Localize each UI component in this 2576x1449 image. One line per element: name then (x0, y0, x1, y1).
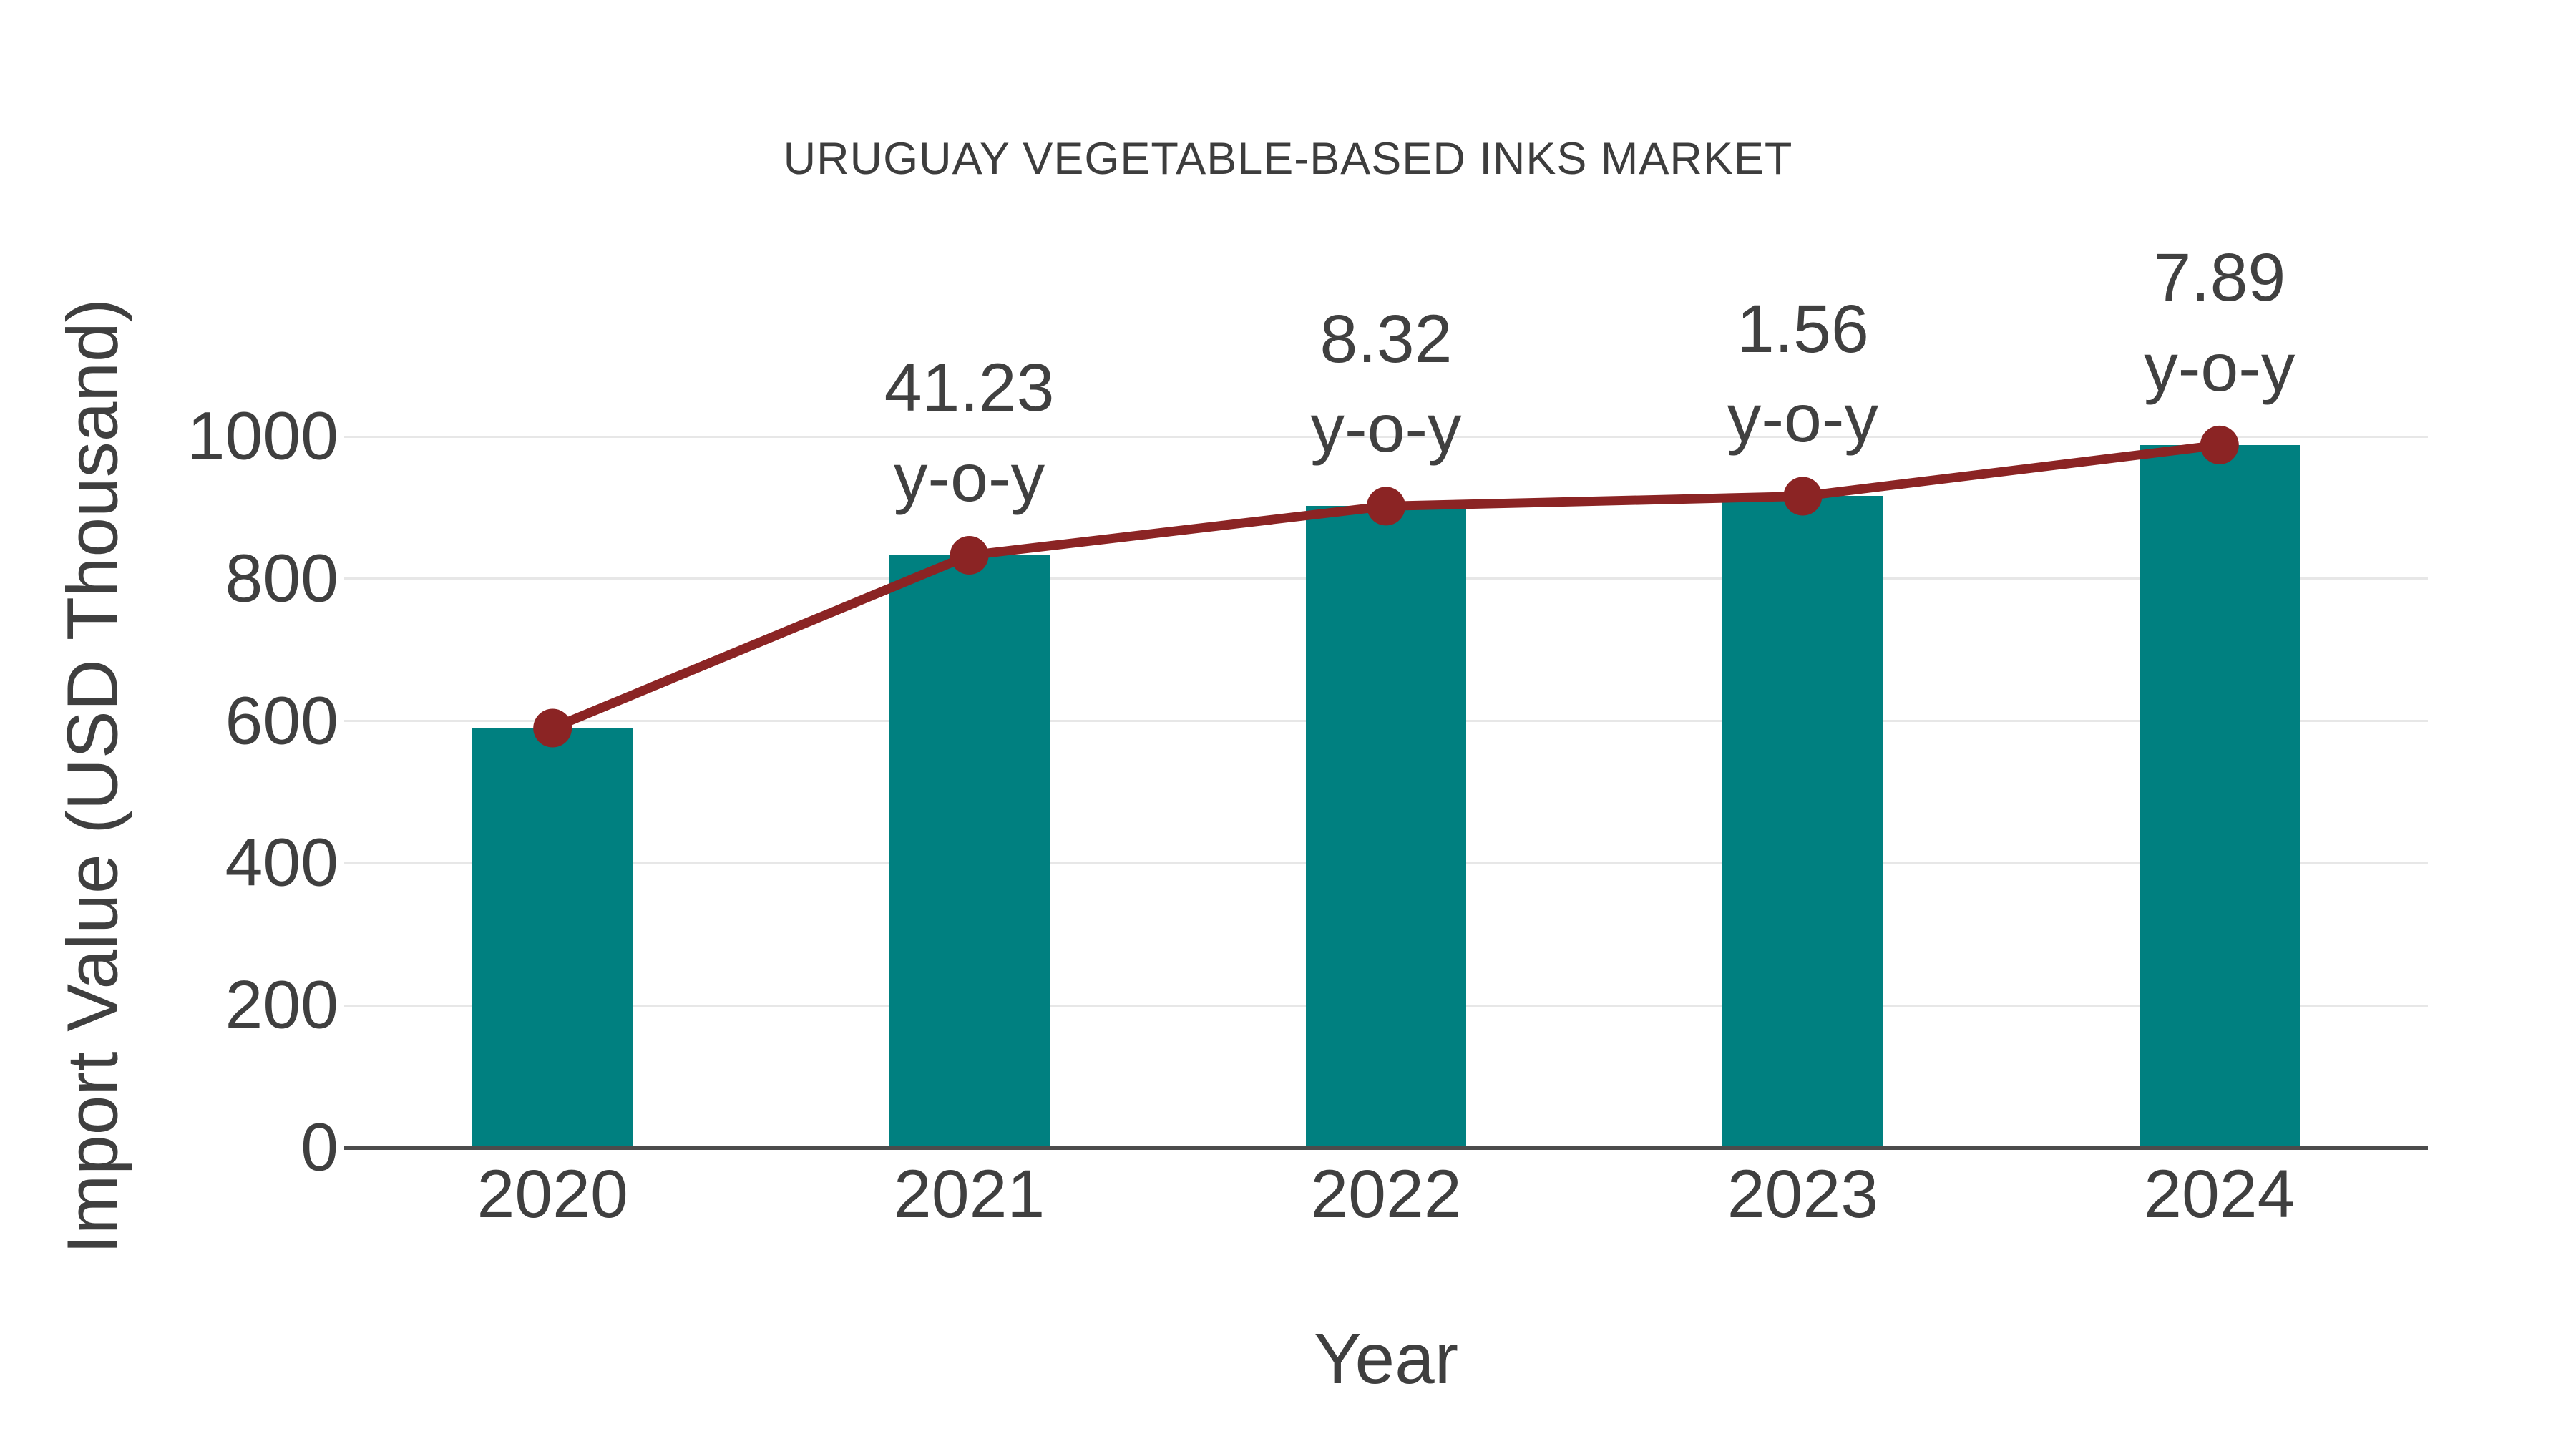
annotation-value: 41.23 (884, 350, 1055, 426)
bar-2021 (889, 555, 1050, 1148)
x-tick-label-2020: 2020 (477, 1156, 628, 1232)
x-tick-label-2022: 2022 (1310, 1156, 1462, 1232)
y-tick-label-1000: 1000 (187, 398, 338, 474)
grid-line-1000 (344, 435, 2428, 438)
annotation-2021: 41.23 y-o-y (884, 343, 1055, 523)
data-point-marker-2021 (950, 535, 989, 575)
x-tick-label-2024: 2024 (2144, 1156, 2296, 1232)
annotation-2022: 8.32 y-o-y (1310, 295, 1461, 474)
annotation-value: 8.32 (1319, 301, 1453, 377)
bar-2024 (2139, 444, 2300, 1148)
annotation-2024: 7.89 y-o-y (2144, 233, 2295, 413)
bar-2022 (1306, 506, 1466, 1148)
data-point-marker-2023 (1783, 477, 1823, 516)
data-point-marker-2020 (533, 708, 572, 748)
y-tick-label-400: 400 (225, 824, 338, 901)
data-point-marker-2022 (1367, 487, 1405, 526)
annotation-value: 7.89 (2153, 240, 2286, 316)
annotation-label: y-o-y (1310, 391, 1462, 467)
x-axis-title: Year (1313, 1319, 1459, 1399)
x-tick-label-2023: 2023 (1727, 1156, 1879, 1232)
bar-2020 (472, 728, 633, 1148)
chart-title: URUGUAY VEGETABLE-BASED INKS MARKET (783, 134, 1793, 184)
annotation-2023: 1.56 y-o-y (1727, 285, 1878, 464)
y-tick-label-600: 600 (225, 683, 338, 759)
x-tick-label-2021: 2021 (893, 1156, 1045, 1232)
annotation-label: y-o-y (894, 439, 1045, 516)
y-tick-label-800: 800 (225, 540, 338, 617)
data-point-marker-2024 (2200, 425, 2239, 464)
y-tick-label-200: 200 (225, 967, 338, 1043)
annotation-label: y-o-y (2144, 329, 2296, 406)
y-tick-label-0: 0 (301, 1109, 338, 1186)
annotation-label: y-o-y (1727, 381, 1878, 457)
bar-2023 (1722, 496, 1883, 1148)
x-axis-line (344, 1146, 2428, 1150)
annotation-value: 1.56 (1736, 291, 1869, 367)
